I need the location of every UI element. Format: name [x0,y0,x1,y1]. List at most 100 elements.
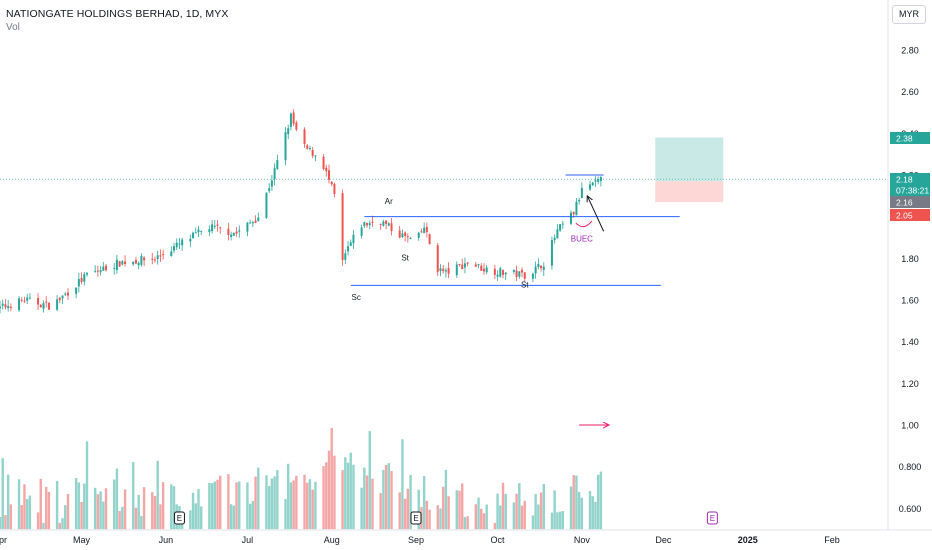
volume-bar [80,502,83,530]
volume-bar [341,470,344,530]
candle-body [366,222,369,226]
candle-body [254,220,257,223]
volume-bar [556,512,559,530]
volume-bar [45,486,48,530]
volume-bar [0,516,2,530]
volume-bar [466,516,469,530]
volume-bar [153,495,157,530]
earnings-marker-label: E [177,514,182,523]
candle-body [455,264,458,276]
volume-bar [85,441,89,530]
volume-bar [251,501,255,530]
candle-body [58,297,61,301]
volume-bar [572,475,575,530]
candle-body [113,268,116,270]
candle-body [42,303,45,309]
volume-bar [208,482,211,530]
volume-bar [104,488,108,530]
volume-bar [156,460,159,530]
volume-bar [344,457,347,530]
volume-bar [553,490,556,530]
volume-bar [36,512,40,530]
candle-body [480,265,483,271]
volume-bar [384,464,388,530]
volume-bar [20,505,23,530]
candle-body [292,112,295,124]
candle-body [9,306,12,309]
candle-body [504,272,507,275]
candle-body [363,222,366,227]
volume-indicator-label[interactable]: Vol [6,22,20,33]
price-axis-label-bg [890,184,930,196]
volume-bar [425,500,429,530]
target-zone [655,137,724,182]
volume-bar [276,470,279,530]
candle-body [270,180,273,187]
x-tick-label: Jul [242,535,254,545]
volume-bar [170,484,173,530]
candle-body [589,184,592,190]
y-tick-label: 1.00 [901,421,919,431]
level-lines[interactable] [0,174,888,286]
volume-bar [232,505,236,530]
candle-body [295,122,298,130]
candle-body [227,228,230,235]
price-axis-label: 2.18 [896,175,913,185]
candle-body [230,234,233,237]
volume-bar [93,487,97,530]
price-axis-label: 2.16 [896,198,913,208]
volume-bar [365,475,369,530]
candle-body [572,211,575,215]
candle-body [461,264,464,269]
volume-bar [458,490,461,530]
volume-bar [561,511,565,530]
volume-bar [463,517,467,530]
x-tick-label: Jun [159,535,174,545]
volume-bar [599,471,603,530]
volume-bar [461,483,464,530]
x-tick-label: Dec [655,535,672,545]
volume-bar [575,475,578,530]
volume-bar [360,487,363,530]
candle-body [436,245,439,272]
volume-bar [306,482,309,530]
candle-body [151,258,154,260]
volume-bar [352,464,355,530]
candle-body [200,230,203,232]
volume-bar [189,510,192,530]
volume-bar [569,486,573,530]
volume-bar [501,482,505,530]
volume-bar [371,478,374,530]
candle-body [569,212,572,224]
candle-body [251,222,254,224]
candle-body [420,231,423,233]
candle-body [268,188,271,192]
volume-bar [403,498,407,530]
x-tick-label: 2025 [738,535,758,545]
candle-body [322,156,325,169]
earnings-marker-label: E [413,514,418,523]
candle-body [153,259,156,261]
volume-bar [512,502,516,530]
candle-body [273,168,276,180]
candle-body [477,264,480,266]
volume-bar [428,509,431,530]
volume-bar [534,494,537,530]
currency-button[interactable]: MYR [892,5,926,24]
y-tick-label: 1.80 [901,254,919,264]
candle-body [173,246,176,251]
candle-body [534,266,537,274]
volume-bar [580,497,584,530]
candle-body [181,239,184,246]
candle-body [580,187,583,199]
candle-body [289,113,292,127]
volume-bar [591,496,594,530]
candle-body [379,223,382,225]
candle-body [496,274,499,277]
candle-body [1,303,4,306]
volume-bar [246,482,249,530]
volume-bar [436,505,439,530]
candle-body [303,129,306,144]
volume-bar [1,458,4,530]
